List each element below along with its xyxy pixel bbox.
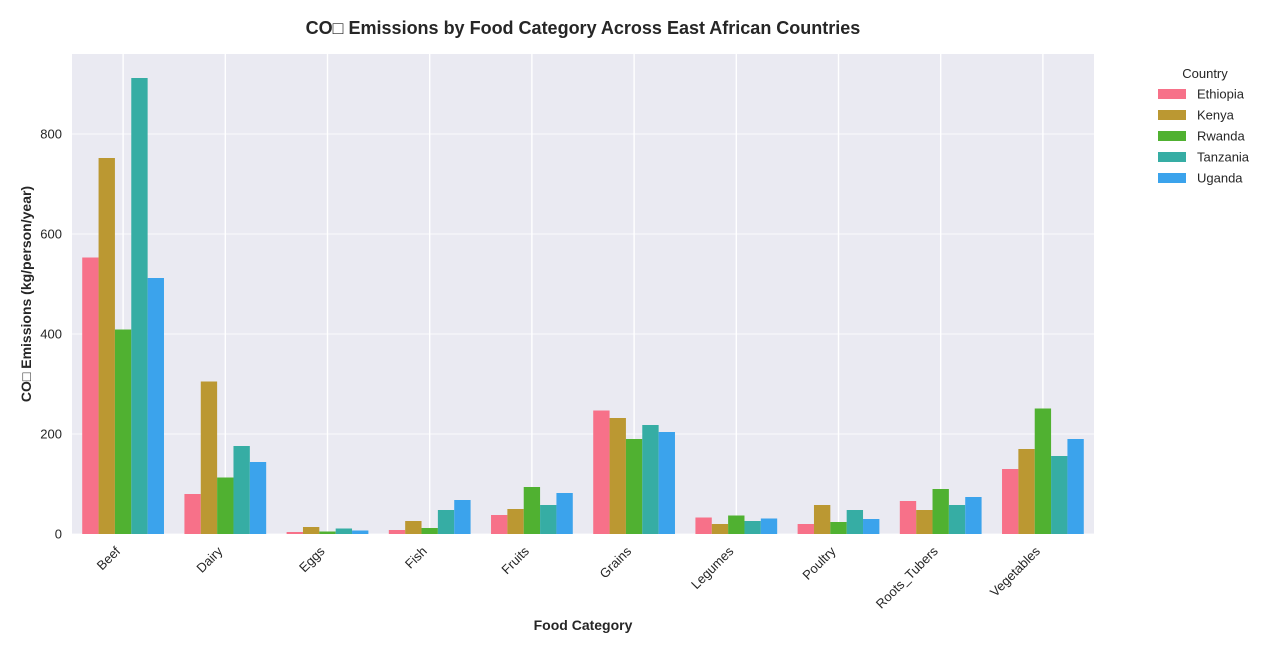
x-tick-label: Beef bbox=[94, 543, 124, 573]
legend-title: Country bbox=[1182, 66, 1228, 81]
bar-kenya-poultry bbox=[813, 505, 831, 534]
bar-tanzania-fruits bbox=[540, 505, 557, 534]
legend-swatch-kenya bbox=[1158, 110, 1186, 120]
y-tick-label: 400 bbox=[40, 327, 62, 342]
bar-uganda-fish bbox=[454, 500, 471, 534]
legend-label-ethiopia: Ethiopia bbox=[1197, 87, 1245, 102]
legend-label-tanzania: Tanzania bbox=[1197, 150, 1250, 165]
x-tick-label: Roots_Tubers bbox=[873, 543, 941, 611]
bar-tanzania-poultry bbox=[846, 510, 864, 534]
bar-kenya-fruits bbox=[507, 509, 524, 534]
x-axis-ticks: Beef Dairy Eggs Fish Fruits Grains Legumes Poul… bbox=[94, 543, 1044, 611]
bar-uganda-eggs bbox=[352, 530, 369, 534]
bar-uganda-legumes bbox=[760, 518, 778, 534]
legend-swatch-rwanda bbox=[1158, 131, 1186, 141]
bar-ethiopia-fruits bbox=[491, 515, 508, 534]
bar-ethiopia-vegetables bbox=[1002, 469, 1019, 534]
y-tick-label: 200 bbox=[40, 427, 62, 442]
bar-ethiopia-roots_tubers bbox=[899, 501, 917, 534]
x-tick-label: Fish bbox=[402, 544, 430, 572]
bar-rwanda-beef bbox=[114, 329, 132, 534]
y-axis-label: CO□ Emissions (kg/person/year) bbox=[18, 186, 34, 402]
bar-uganda-roots_tubers bbox=[965, 497, 982, 534]
x-tick-label: Poultry bbox=[799, 543, 839, 583]
legend-label-kenya: Kenya bbox=[1197, 108, 1235, 123]
bar-uganda-beef bbox=[147, 278, 164, 534]
bar-kenya-eggs bbox=[302, 527, 320, 534]
bar-tanzania-legumes bbox=[744, 521, 761, 534]
bar-uganda-dairy bbox=[249, 462, 267, 534]
y-tick-label: 600 bbox=[40, 227, 62, 242]
bar-tanzania-eggs bbox=[335, 528, 353, 534]
bar-tanzania-dairy bbox=[233, 446, 250, 534]
bar-rwanda-dairy bbox=[217, 477, 234, 534]
bar-kenya-fish bbox=[405, 521, 422, 534]
bar-rwanda-legumes bbox=[728, 515, 745, 534]
bar-rwanda-vegetables bbox=[1034, 408, 1052, 534]
y-tick-label: 0 bbox=[55, 527, 62, 542]
x-axis-label: Food Category bbox=[534, 617, 633, 633]
x-tick-label: Grains bbox=[597, 543, 635, 581]
bar-ethiopia-poultry bbox=[797, 524, 814, 534]
bar-kenya-legumes bbox=[711, 524, 729, 534]
bar-kenya-roots_tubers bbox=[916, 510, 933, 534]
bars bbox=[82, 78, 1084, 534]
bar-rwanda-grains bbox=[625, 439, 643, 534]
legend-swatch-tanzania bbox=[1158, 152, 1186, 162]
bar-uganda-grains bbox=[658, 432, 675, 534]
legend-swatch-ethiopia bbox=[1158, 89, 1186, 99]
y-tick-label: 800 bbox=[40, 127, 62, 142]
bar-ethiopia-beef bbox=[82, 257, 99, 534]
bar-tanzania-fish bbox=[437, 510, 455, 534]
bar-ethiopia-legumes bbox=[695, 517, 712, 534]
bar-uganda-vegetables bbox=[1067, 439, 1084, 534]
legend-label-uganda: Uganda bbox=[1197, 171, 1243, 186]
bar-ethiopia-dairy bbox=[184, 494, 201, 534]
x-tick-label: Fruits bbox=[498, 543, 532, 577]
bar-rwanda-fish bbox=[421, 528, 438, 534]
bar-ethiopia-fish bbox=[388, 530, 406, 534]
x-tick-label: Eggs bbox=[296, 543, 328, 575]
bar-tanzania-beef bbox=[131, 78, 148, 534]
bar-rwanda-poultry bbox=[830, 522, 847, 534]
bar-ethiopia-eggs bbox=[286, 532, 303, 534]
bar-tanzania-roots_tubers bbox=[948, 505, 966, 534]
legend-swatch-uganda bbox=[1158, 173, 1186, 183]
x-tick-label: Dairy bbox=[193, 543, 225, 575]
legend-label-rwanda: Rwanda bbox=[1197, 129, 1245, 144]
legend: Country Ethiopia Kenya Rwanda Tanzania Ugand… bbox=[1158, 66, 1250, 186]
bar-rwanda-eggs bbox=[319, 531, 336, 534]
bar-uganda-fruits bbox=[556, 493, 573, 534]
bar-uganda-poultry bbox=[863, 519, 880, 534]
bar-kenya-beef bbox=[98, 158, 115, 534]
bar-ethiopia-grains bbox=[593, 410, 610, 534]
bar-kenya-grains bbox=[609, 418, 626, 534]
x-tick-label: Legumes bbox=[688, 543, 737, 592]
bar-tanzania-grains bbox=[642, 425, 659, 534]
x-tick-label: Vegetables bbox=[987, 543, 1043, 599]
y-axis-ticks: 0 200 400 600 800 bbox=[40, 127, 62, 542]
bar-rwanda-fruits bbox=[523, 487, 541, 534]
chart-title: CO□ Emissions by Food Category Across Ea… bbox=[306, 18, 861, 38]
bar-rwanda-roots_tubers bbox=[932, 489, 949, 534]
bar-kenya-dairy bbox=[200, 381, 218, 534]
bar-tanzania-vegetables bbox=[1051, 456, 1068, 534]
bar-kenya-vegetables bbox=[1018, 449, 1035, 534]
